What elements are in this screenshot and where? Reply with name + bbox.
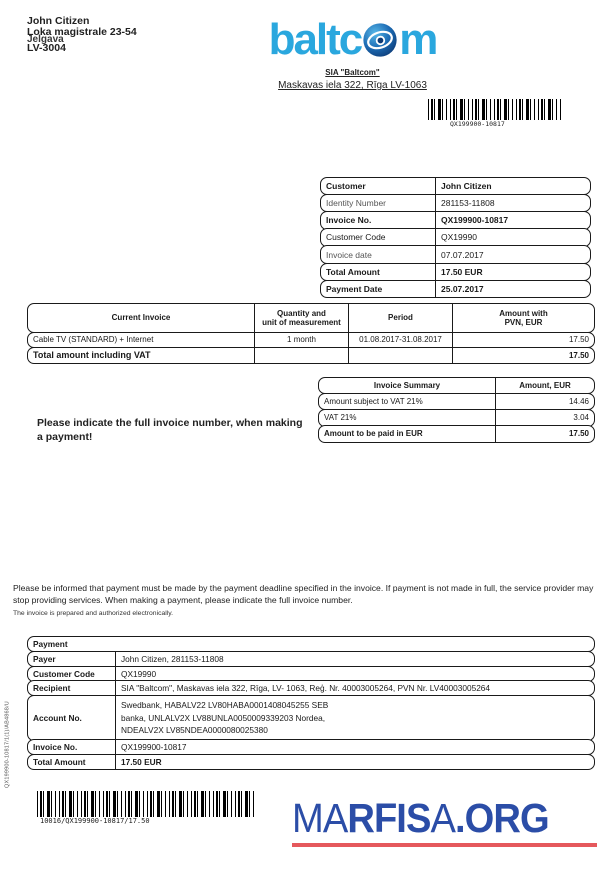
customer-value: John Citizen [441,181,492,192]
empty-cell [349,347,453,364]
watermark-text-bold: .ORG [454,795,550,841]
invoice-no-value: QX199900-10817 [441,215,509,226]
sender-name: John Citizen [27,15,90,27]
service-name: Cable TV (STANDARD) + Internet [33,335,154,345]
table-row: Payment Date 25.07.2017 [320,279,591,298]
invoice-total-label: Total amount including VAT [33,350,151,361]
payment-customer-code-value: QX19990 [121,668,157,679]
table-row: Customer John Citizen [320,177,591,196]
invoice-barcode [428,99,561,120]
marfisa-watermark: MARFISA.ORG [292,795,550,842]
payment-table-title-row: Payment [27,636,595,652]
invoice-date-value: 07.07.2017 [441,249,484,260]
company-name: SIA "Baltcom" [325,68,380,77]
table-row: Cable TV (STANDARD) + Internet 1 month 0… [27,331,595,348]
table-row: Invoice No. QX199900-10817 [27,739,595,756]
table-row: Customer Code QX19990 [27,665,595,682]
vat-amount: 3.04 [573,413,589,423]
payment-table-title: Payment [33,639,68,649]
sender-postal: LV-3004 [27,42,66,55]
recipient-value: SIA "Baltcom", Maskavas iela 322, Rīga, … [121,683,491,694]
identity-number-label: Identity Number [321,195,436,212]
service-amount: 17.50 [568,335,589,345]
table-row: Recipient SIA "Baltcom", Maskavas iela 3… [27,680,595,697]
company-header: baltc m SIA "Baltcom" M [230,18,475,92]
account-no-label: Account No. [28,696,116,740]
service-period: 01.08.2017-31.08.2017 [349,332,453,347]
payment-invoice-no-value: QX199900-10817 [121,742,187,753]
table-row: Customer Code QX19990 [320,228,591,247]
col-header-quantity: Quantity and unit of measurement [254,304,349,332]
company-address: Maskavas iela 322, Rīga LV-1063 [278,80,427,91]
payment-barcode-label: 10016/QX199900-10817/17.50 [40,817,150,825]
table-row: Invoice No. QX199900-10817 [320,211,591,230]
total-amount-label: Total Amount [321,263,436,280]
customer-code-value: QX19990 [441,232,477,243]
identity-number-value: 281153-11808 [441,198,495,209]
sender-street: Loka magistrale 23-54 [27,25,137,38]
invoice-total-amount: 17.50 [568,350,589,360]
service-quantity: 1 month [254,332,349,347]
electronic-note: The invoice is prepared and authorized e… [13,610,174,617]
table-row: Invoice date 07.07.2017 [320,245,591,264]
table-row: Total Amount 17.50 EUR [320,262,591,281]
payer-value: John Citizen, 281153-11808 [121,653,224,664]
info-paragraph: Please be informed that payment must be … [13,583,594,605]
vat-base-label: Amount subject to VAT 21% [319,394,496,410]
table-total-row: Total amount including VAT 17.50 [27,346,595,365]
customer-label: Customer [321,178,436,195]
col-header-period: Period [349,304,453,332]
invoice-no-label: Invoice No. [321,212,436,229]
table-row: Payer John Citizen, 281153-11808 [27,650,595,667]
payer-label: Payer [28,651,116,666]
payment-note: Please indicate the full invoice number,… [37,417,303,443]
summary-header-amount: Amount, EUR [519,381,571,391]
customer-code-label: Customer Code [321,229,436,246]
baltcom-logo: baltc m [230,18,475,62]
summary-total-label: Amount to be paid in EUR [319,426,496,442]
side-reference-text: QX199900-10817/1(1)/AB4868/U [4,701,11,788]
watermark-text-light: A [430,795,455,841]
table-row: Amount subject to VAT 21% 14.46 [318,393,595,411]
total-amount-value: 17.50 EUR [441,266,483,277]
logo-text-left: baltc [268,15,364,64]
payment-date-label: Payment Date [321,280,436,297]
table-header-row: Invoice Summary Amount, EUR [318,377,595,395]
watermark-text-light: MA [292,795,348,841]
customer-table: Customer John Citizen Identity Number 28… [320,177,591,298]
vat-label: VAT 21% [319,410,496,426]
payment-table: Payment Payer John Citizen, 281153-11808… [27,636,595,771]
summary-total-amount: 17.50 [568,429,589,439]
payment-total-label: Total Amount [28,755,116,770]
recipient-label: Recipient [28,681,116,696]
sender-city: Jelgava [27,34,64,45]
table-total-row: Total Amount 17.50 EUR [27,754,595,771]
payment-invoice-no-label: Invoice No. [28,740,116,755]
summary-header-label: Invoice Summary [319,378,496,394]
col-header-service: Current Invoice [111,313,171,323]
vat-base-amount: 14.46 [568,397,589,407]
invoice-date-label: Invoice date [321,246,436,263]
invoice-barcode-label: QX199900-10817 [450,120,505,128]
payment-barcode [37,791,255,817]
payment-total-value: 17.50 EUR [121,757,162,768]
globe-icon [362,22,398,66]
logo-text-right: m [399,15,438,64]
table-row: VAT 21% 3.04 [318,409,595,427]
watermark-text-bold: RFIS [347,795,431,841]
payment-date-value: 25.07.2017 [441,283,484,294]
table-header-row: Current Invoice Quantity and unit of mea… [27,303,595,333]
table-row: Identity Number 281153-11808 [320,194,591,213]
empty-cell [254,347,349,364]
account-no-value: Swedbank, HABALV22 LV80HABA0001408045255… [121,700,329,736]
current-invoice-table: Current Invoice Quantity and unit of mea… [27,303,595,365]
col-header-amount: Amount with PVN, EUR [499,308,548,327]
invoice-summary-table: Invoice Summary Amount, EUR Amount subje… [318,377,595,443]
sender-address-block: John Citizen Loka magistrale 23-54 Jelga… [27,16,137,54]
watermark-underline [292,843,597,847]
payment-customer-code-label: Customer Code [28,666,116,681]
table-total-row: Amount to be paid in EUR 17.50 [318,425,595,443]
table-row: Account No. Swedbank, HABALV22 LV80HABA0… [27,695,595,741]
